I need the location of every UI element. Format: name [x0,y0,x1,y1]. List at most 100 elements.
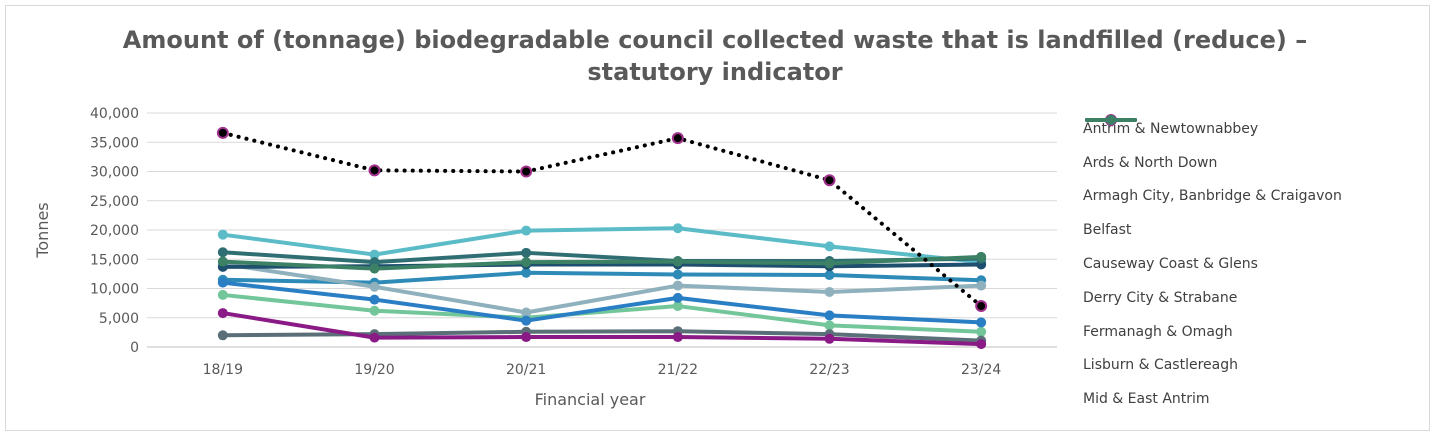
data-point [672,269,683,280]
legend-label: Ards & North Down [1083,154,1218,171]
data-point [217,330,228,341]
legend-item: Ards & North Down [1083,115,1428,180]
x-tick-label: 18/19 [203,362,243,378]
data-point [521,225,532,236]
legend-label: Fermanagh & Omagh [1083,323,1233,340]
data-point [824,310,835,321]
legend-label: Antrim & Newtownabbey [1083,120,1259,137]
series-line [220,311,984,347]
data-point [217,229,228,240]
series-mid-east-antrim [217,251,987,274]
y-tick-label: 40,000 [90,106,139,122]
series-causeway-coast-glens [217,258,987,318]
data-point [824,333,835,344]
x-tick-label: 21/22 [658,362,698,378]
data-point [369,249,380,260]
legend-item: Derry City & Strabane [1083,115,1428,315]
legend-marker [1106,115,1116,125]
series-unlabeled [217,308,987,350]
legend-item: Belfast [1083,114,1428,247]
data-point [976,251,987,262]
legend-item: Mid & East Antrim [1083,115,1428,416]
series-group [216,126,988,350]
data-point [824,241,835,252]
series-line [220,280,984,325]
data-point [521,247,532,258]
legend-swatch [1085,115,1137,125]
y-tick-label: 20,000 [90,223,139,239]
y-tick-label: 5,000 [99,311,139,327]
series-line [220,261,984,315]
data-point [824,320,835,331]
data-point [672,280,683,291]
data-point [369,332,380,343]
series-line [220,226,984,265]
data-point [671,132,684,145]
legend-label: Armagh City, Banbridge & Craigavon [1083,188,1342,205]
x-tick-label: 23/24 [961,362,1001,378]
data-point [521,257,532,268]
x-axis-ticks: 18/19 19/20 20/21 21/22 22/23 23/24 [203,362,1002,378]
legend: Antrim & Newtownabbey Ards & North Down Ar… [1083,112,1428,416]
data-point [521,307,532,318]
y-tick-label: 10,000 [90,282,139,298]
data-point [217,277,228,288]
data-point [369,305,380,316]
y-axis-ticks: 0 5,000 10,000 15,000 20,000 25,000 30,000 35,0… [90,106,139,356]
data-point [521,267,532,278]
x-tick-label: 20/21 [506,362,546,378]
y-tick-label: 0 [130,340,139,356]
data-point [824,270,835,281]
data-point [217,256,228,267]
data-point [369,263,380,274]
data-point [672,223,683,234]
data-point [976,326,987,337]
data-point [216,126,229,139]
data-point [824,258,835,269]
data-point [976,317,987,328]
y-tick-label: 15,000 [90,252,139,268]
data-point [976,280,987,291]
data-point [672,256,683,267]
legend-item: Armagh City, Banbridge & Craigavon [1083,115,1428,214]
data-point [217,247,228,258]
y-tick-label: 35,000 [90,135,139,151]
data-point [520,165,533,178]
legend-item: Fermanagh & Omagh [1083,115,1428,349]
data-point [521,315,532,326]
x-tick-label: 19/20 [354,362,394,378]
legend-label: Belfast [1083,222,1132,239]
legend-label: Lisburn & Castlereagh [1083,357,1238,374]
data-point [975,300,988,313]
series-line [220,130,984,309]
y-tick-label: 25,000 [90,194,139,210]
x-axis-label: Financial year [535,390,646,409]
legend-label: Derry City & Strabane [1083,289,1238,306]
legend-item: Causeway Coast & Glens [1083,115,1428,281]
data-point [217,308,228,319]
legend-item: Lisburn & Castlereagh [1083,115,1428,383]
series-derry-city-strabane [217,277,987,328]
data-point [672,301,683,312]
series-line [220,254,984,271]
y-tick-label: 30,000 [90,165,139,181]
series-antrim-newtownabbey [217,267,987,288]
data-point [369,281,380,292]
legend-label: Causeway Coast & Glens [1083,256,1258,273]
data-point [369,294,380,305]
data-point [824,287,835,298]
y-axis-label: Tonnes [33,202,52,258]
data-point [976,339,987,350]
x-tick-label: 22/23 [809,362,849,378]
chart-frame [5,5,1430,431]
data-point [217,289,228,300]
data-point [672,292,683,303]
chart-title: Amount of (tonnage) biodegradable counci… [122,26,1308,86]
data-point [823,174,836,187]
legend-label: Mid & East Antrim [1083,391,1210,408]
data-point [672,332,683,343]
series-belfast [216,126,988,313]
data-point [521,332,532,343]
series-line [220,292,984,334]
